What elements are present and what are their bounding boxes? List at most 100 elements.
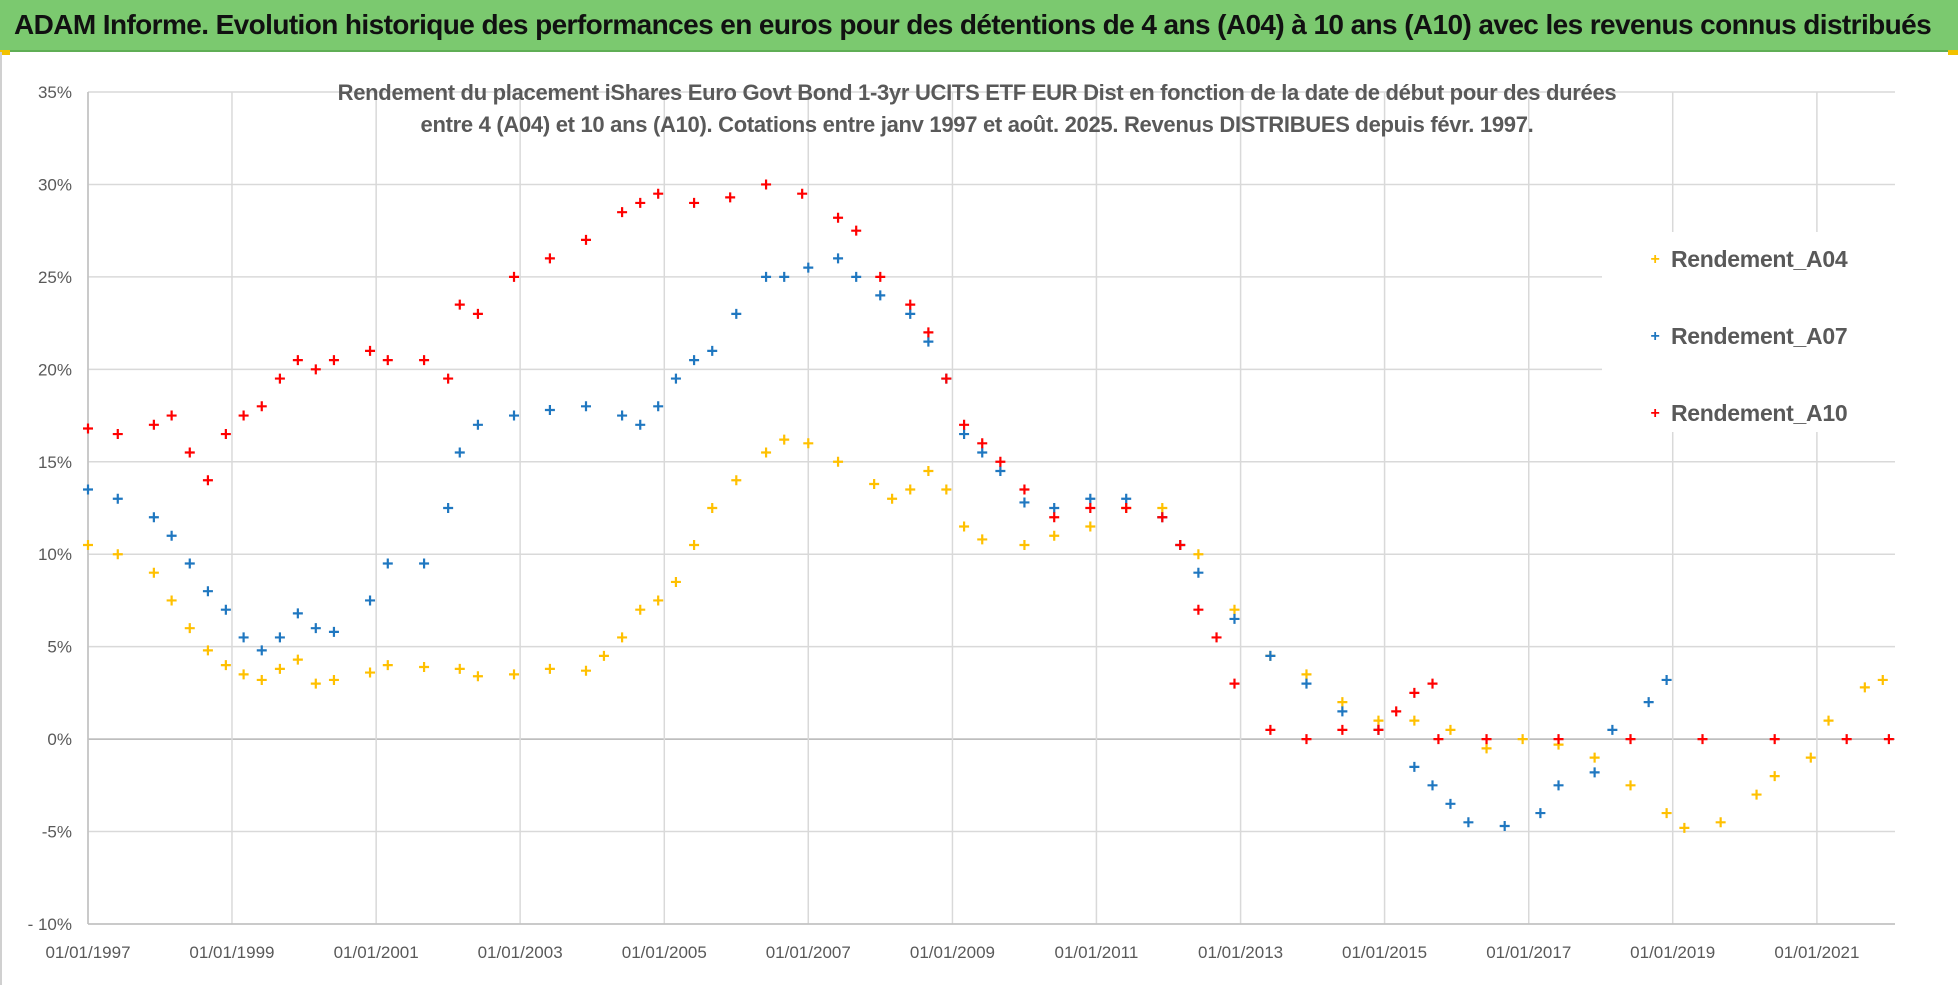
legend-label-a07: Rendement_A07 [1671, 323, 1848, 349]
data-point [725, 192, 736, 203]
data-point [1769, 771, 1780, 782]
data-point [581, 401, 591, 412]
y-tick-label: 10% [38, 545, 72, 564]
data-point [202, 475, 213, 486]
data-point [1409, 761, 1420, 772]
data-point [166, 595, 177, 606]
data-point [365, 667, 376, 678]
x-tick-label: 01/01/2015 [1342, 943, 1427, 962]
series-Rendement_A07 [83, 253, 1672, 832]
y-tick-label: -5% [42, 823, 72, 842]
x-tick-label: 01/01/2013 [1198, 943, 1283, 962]
data-point [83, 484, 93, 495]
data-point [1589, 752, 1600, 763]
data-point [472, 308, 483, 319]
data-point [617, 410, 628, 421]
data-point [941, 484, 952, 495]
data-point [1445, 798, 1456, 809]
data-point [761, 179, 772, 190]
chart-title-line-1: Rendement du placement iShares Euro Govt… [337, 80, 1617, 105]
data-point [220, 429, 231, 440]
data-point [1337, 724, 1348, 735]
x-tick-label: 01/01/2009 [910, 943, 995, 962]
data-point [1517, 734, 1528, 745]
data-point [995, 466, 1006, 477]
data-point [1679, 822, 1690, 833]
data-point [256, 401, 267, 412]
data-point [1391, 706, 1402, 717]
legend-item-a07: + Rendement_A07 [1647, 323, 1847, 350]
legend-marker-a04: + [1650, 250, 1660, 268]
data-point [509, 669, 520, 680]
data-point [184, 447, 195, 458]
data-point [1751, 789, 1762, 800]
data-point [670, 576, 681, 587]
y-tick-label: 15% [38, 453, 72, 472]
data-point [803, 438, 814, 449]
data-point [689, 355, 700, 366]
data-point [328, 626, 339, 637]
data-point [707, 345, 718, 356]
data-point [731, 308, 742, 319]
data-point [419, 558, 430, 569]
data-point [472, 671, 483, 682]
data-point [328, 355, 339, 366]
data-point [1409, 715, 1420, 726]
data-point [1625, 780, 1636, 791]
data-point [1553, 780, 1564, 791]
data-point [544, 663, 555, 674]
data-point [617, 632, 628, 643]
series-Rendement_A04 [83, 434, 1888, 833]
data-point [995, 456, 1006, 467]
x-tick-label: 01/01/2001 [334, 943, 419, 962]
data-point [1883, 734, 1894, 745]
data-point [365, 345, 376, 356]
x-tick-label: 01/01/2011 [1055, 943, 1139, 962]
data-point [1427, 780, 1438, 791]
data-point [653, 595, 664, 606]
data-point [977, 534, 988, 545]
y-tick-label: 0% [47, 730, 72, 749]
data-point [731, 475, 742, 486]
data-point [581, 234, 591, 245]
data-point [833, 456, 844, 467]
y-tick-label: 20% [38, 360, 72, 379]
data-point [419, 355, 430, 366]
data-point [1535, 808, 1546, 819]
data-point [382, 558, 393, 569]
data-point [581, 665, 591, 676]
data-point [1193, 604, 1204, 615]
legend-item-a04: + Rendement_A04 [1647, 246, 1847, 273]
data-point [851, 271, 862, 282]
data-point [1589, 767, 1600, 778]
data-point [112, 549, 123, 560]
data-point [1373, 724, 1384, 735]
data-point [1085, 521, 1096, 532]
data-point [472, 419, 483, 430]
data-point [887, 493, 898, 504]
data-point [509, 271, 520, 282]
data-point [1175, 539, 1186, 550]
data-point [220, 604, 231, 615]
data-point [1445, 724, 1456, 735]
data-point [1121, 493, 1132, 504]
chart-title-line-2: entre 4 (A04) et 10 ans (A10). Cotations… [420, 112, 1534, 137]
data-point [310, 678, 321, 689]
data-point [905, 308, 916, 319]
data-point [292, 608, 303, 619]
data-point [761, 271, 772, 282]
data-point [148, 419, 159, 430]
title-banner: ADAM Informe. Evolution historique des p… [0, 0, 1958, 52]
data-point [1433, 734, 1444, 745]
data-point [544, 405, 555, 416]
chart-legend: + Rendement_A04 + Rendement_A07 + Rendem… [1602, 232, 1902, 432]
data-point [761, 447, 772, 458]
data-point [1697, 734, 1708, 745]
data-point [869, 478, 880, 489]
x-tick-label: 01/01/2007 [766, 943, 851, 962]
x-tick-label: 01/01/2019 [1630, 943, 1715, 962]
data-point [653, 401, 664, 412]
data-point [166, 410, 177, 421]
data-point [779, 271, 790, 282]
data-point [83, 423, 93, 434]
